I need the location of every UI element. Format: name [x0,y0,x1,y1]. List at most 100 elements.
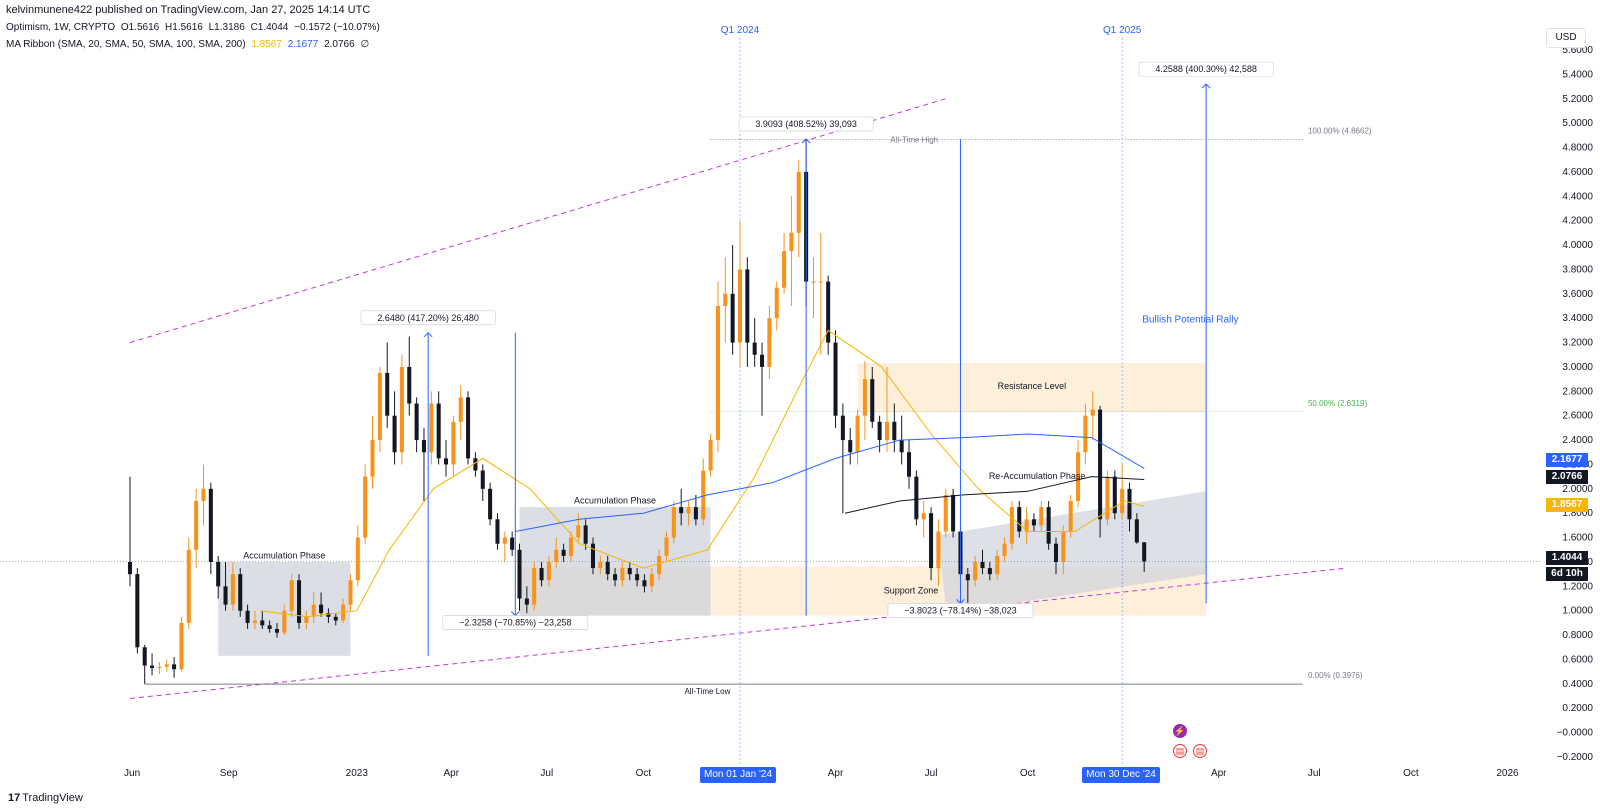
candle-body-51 [502,537,507,544]
y-tick-6: 4.4000 [1562,191,1593,202]
candle-body-79 [708,440,713,471]
candle-body-75 [679,507,684,514]
us-flag-event-icon-2[interactable]: ▤ [1193,744,1207,758]
candle-body-58 [554,549,559,562]
candle-body-9 [194,501,199,550]
candle-body-77 [693,507,698,520]
candle-body-27 [326,613,331,617]
candle-body-88 [774,287,779,319]
us-flag-event-icon[interactable]: ▤ [1173,744,1187,758]
symbol-name[interactable]: Optimism, 1W, CRYPTO [6,22,116,33]
candle-body-60 [568,537,573,556]
countdown-tag: 6d 10h [1546,567,1588,582]
measure-label-3: 3.9093 (408.52%) 39,093 [755,119,857,129]
candle-body-53 [517,549,522,599]
lightning-event-icon[interactable]: ⚡ [1173,724,1187,738]
candle-body-34 [377,373,382,441]
y-axis: 5.6000 5.4000 5.2000 5.0000 4.8000 4.6000 4.40… [1557,45,1594,763]
resistance-label: Resistance Level [998,381,1067,391]
x-tick-oct-8: Oct [1020,768,1036,779]
candle-body-99 [855,415,860,453]
measure-arrowhead-3 [801,138,811,144]
ma20-line [260,329,1145,618]
y-tick-4: 4.8000 [1562,143,1593,154]
candle-body-37 [399,366,404,453]
y-tick-27: 0.2000 [1562,703,1593,714]
ma100-price-tag: 2.0766 [1546,469,1588,484]
candle-body-35 [385,373,390,416]
candle-body-83 [737,269,743,343]
x-tick-apr-3: Apr [443,768,459,779]
candle-body-47 [473,458,478,471]
candle-body-126 [1053,543,1059,562]
q1-2024-label: Q1 2024 [721,25,760,36]
measure-label-4: −3.8023 (−78.14%) −38,023 [904,605,1016,615]
symbol-line: Optimism, 1W, CRYPTO O1.5616 H1.5616 L1.… [6,22,383,33]
candle-body-112 [951,494,956,532]
candle-body-4 [157,666,162,669]
candle-body-121 [1017,507,1022,532]
accumulation-label-2: Accumulation Phase [574,495,656,505]
x-tick-apr-6: Apr [828,768,844,779]
candle-body-68 [627,568,632,575]
candle-body-116 [980,561,985,569]
publisher-line: kelvinmunene422 published on TradingView… [6,4,371,16]
candle-body-46 [466,397,471,459]
candle-body-118 [995,555,1000,575]
x-axis: Jun Sep 2023 Apr Jul Oct Apr Jul Oct Apr Jul Oct 202… [124,768,1519,779]
candle-body-101 [870,379,875,422]
candle-body-98 [848,440,853,453]
candle-body-49 [488,488,493,520]
candle-body-132 [1098,409,1103,520]
candle-body-67 [620,568,625,581]
candle-body-1 [135,574,140,648]
y-tick-15: 2.6000 [1562,411,1593,422]
candle-body-2 [142,647,147,666]
candle-body-82 [730,293,735,343]
ohlc-close: C1.4044 [250,22,289,33]
currency-button[interactable]: USD [1546,28,1586,48]
y-tick-29: −0.2000 [1557,752,1594,763]
candle-body-76 [686,507,691,514]
fib-0-label: 0.00% (0.3976) [1308,671,1363,680]
candle-body-15 [238,574,243,611]
candle-body-96 [833,342,838,416]
candle-body-130 [1083,415,1088,453]
y-tick-11: 3.4000 [1562,313,1593,324]
measure-box-5 [1138,61,1274,77]
x-tick-jul-7: Jul [925,768,938,779]
y-tick-16: 2.4000 [1562,435,1593,446]
candle-body-20 [274,629,280,633]
ohlc-change: −0.1572 (−10.07%) [294,22,380,33]
ma-ribbon-label[interactable]: MA Ribbon (SMA, 20, SMA, 50, SMA, 100, S… [6,39,246,50]
candle-body-133 [1105,476,1110,520]
candle-body-80 [715,305,720,441]
candle-body-108 [921,513,926,520]
candle-body-40 [421,440,426,453]
candle-body-44 [451,421,456,465]
y-tick-0: 5.6000 [1562,45,1593,56]
measure-box-1 [360,310,496,326]
x-tick-2026-12: 2026 [1496,768,1519,779]
candle-body-25 [311,604,316,617]
candles-layer [127,138,1147,684]
tradingview-logo[interactable]: 17 TradingView [8,792,83,804]
candle-body-90 [789,232,794,252]
candle-body-64 [598,561,603,569]
support-label: Support Zone [884,586,939,596]
candle-body-117 [987,568,992,575]
candle-body-120 [1009,507,1014,544]
candle-body-30 [348,580,353,605]
candle-body-111 [943,494,948,532]
measure-label-5: 4.2588 (400.30%) 42,588 [1155,64,1257,74]
candle-body-38 [407,366,412,404]
x-tick-2023-2: 2023 [346,768,369,779]
candle-body-26 [319,604,324,614]
date-tag-q1-2025: Mon 30 Dec '24 [1082,767,1160,783]
candle-body-128 [1068,501,1073,532]
y-tick-9: 3.8000 [1562,264,1593,275]
candle-body-31 [355,537,360,581]
candle-body-115 [973,561,978,581]
candle-body-131 [1090,409,1095,416]
